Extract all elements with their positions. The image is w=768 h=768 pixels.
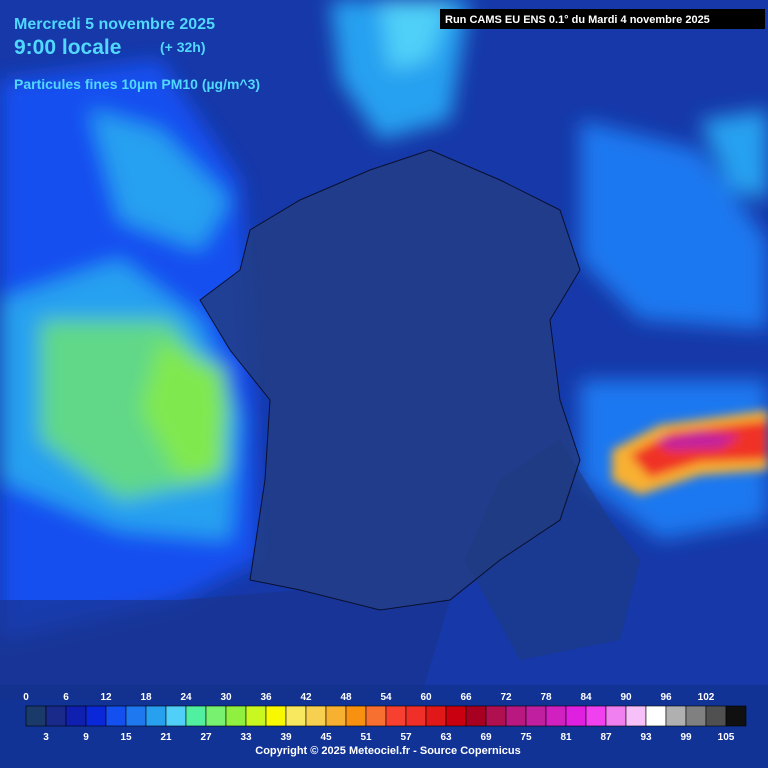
legend-label: 36: [260, 692, 272, 703]
legend-swatch: [585, 705, 607, 727]
land-iberia: [0, 590, 450, 700]
legend-label: 99: [680, 732, 692, 743]
legend-swatch: [85, 705, 107, 727]
legend-label: 60: [420, 692, 432, 703]
legend-swatch: [65, 705, 87, 727]
legend-label: 42: [300, 692, 312, 703]
legend-swatch: [185, 705, 207, 727]
legend-label: 39: [280, 732, 292, 743]
legend-label: 90: [620, 692, 632, 703]
legend: 0369121518212427303336394245485154576063…: [23, 692, 747, 743]
legend-label: 54: [380, 692, 392, 703]
legend-label: 75: [520, 732, 532, 743]
legend-label: 57: [400, 732, 412, 743]
legend-swatch: [445, 705, 467, 727]
legend-label: 9: [83, 732, 89, 743]
date: Mercredi 5 novembre 2025: [14, 16, 215, 33]
legend-label: 81: [560, 732, 572, 743]
legend-swatch: [345, 705, 367, 727]
concentration-field: [0, 0, 768, 640]
legend-swatch: [225, 705, 247, 727]
legend-backdrop: [0, 685, 768, 768]
time: 9:00 locale: [14, 36, 121, 59]
legend-label: 0: [23, 692, 29, 703]
legend-swatch: [305, 705, 327, 727]
legend-swatch: [485, 705, 507, 727]
legend-label: 63: [440, 732, 452, 743]
legend-swatch: [245, 705, 267, 727]
legend-swatch: [625, 705, 647, 727]
legend-label: 51: [360, 732, 372, 743]
legend-swatch: [265, 705, 287, 727]
legend-swatch: [705, 705, 727, 727]
legend-swatch: [125, 705, 147, 727]
legend-swatch: [25, 705, 47, 727]
legend-swatch: [645, 705, 667, 727]
legend-label: 27: [200, 732, 212, 743]
legend-swatch: [405, 705, 427, 727]
legend-label: 87: [600, 732, 612, 743]
legend-label: 45: [320, 732, 332, 743]
legend-label: 30: [220, 692, 232, 703]
land-italy-alps: [465, 440, 640, 660]
legend-swatch: [565, 705, 587, 727]
run-info: Run CAMS EU ENS 0.1° du Mardi 4 novembre…: [445, 14, 710, 26]
parameter: Particules fines 10µm PM10 (µg/m^3): [14, 76, 260, 92]
legend-swatch: [465, 705, 487, 727]
legend-label: 33: [240, 732, 252, 743]
border: [199, 149, 581, 611]
legend-label: 15: [120, 732, 132, 743]
legend-swatch: [525, 705, 547, 727]
legend-swatch: [325, 705, 347, 727]
legend-swatch: [425, 705, 447, 727]
legend-swatch: [685, 705, 707, 727]
legend-label: 21: [160, 732, 172, 743]
legend-label: 102: [698, 692, 715, 703]
copyright: Copyright © 2025 Meteociel.fr - Source C…: [255, 745, 520, 757]
legend-swatch: [45, 705, 67, 727]
legend-label: 6: [63, 692, 69, 703]
land-france: [200, 150, 580, 610]
legend-swatch: [285, 705, 307, 727]
run-box: [440, 9, 765, 29]
lead-time: (+ 32h): [160, 39, 206, 55]
legend-label: 72: [500, 692, 512, 703]
legend-label: 84: [580, 692, 592, 703]
legend-swatch: [665, 705, 687, 727]
legend-label: 24: [180, 692, 192, 703]
legend-label: 96: [660, 692, 672, 703]
legend-swatch: [205, 705, 227, 727]
legend-label: 105: [718, 732, 735, 743]
legend-label: 66: [460, 692, 472, 703]
legend-swatch: [605, 705, 627, 727]
legend-label: 12: [100, 692, 112, 703]
legend-swatch: [545, 705, 567, 727]
legend-label: 18: [140, 692, 152, 703]
legend-swatch: [165, 705, 187, 727]
legend-swatch: [725, 705, 747, 727]
legend-swatch: [385, 705, 407, 727]
hotspot: [612, 410, 768, 495]
legend-swatch: [105, 705, 127, 727]
legend-label: 69: [480, 732, 492, 743]
legend-swatch: [505, 705, 527, 727]
legend-label: 78: [540, 692, 552, 703]
legend-swatch: [365, 705, 387, 727]
legend-swatch: [145, 705, 167, 727]
legend-label: 93: [640, 732, 652, 743]
legend-label: 3: [43, 732, 49, 743]
legend-label: 48: [340, 692, 352, 703]
